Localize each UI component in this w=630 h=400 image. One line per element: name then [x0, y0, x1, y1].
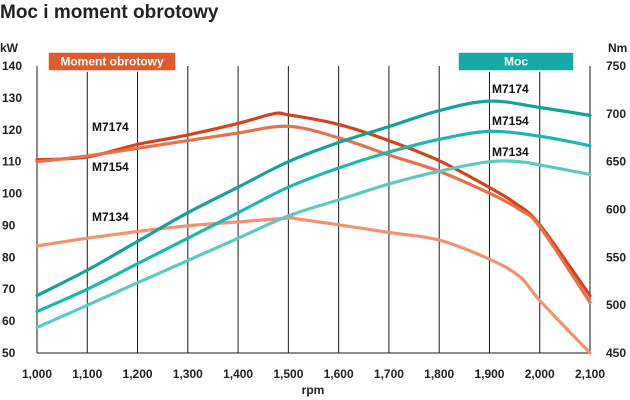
- right-tick-label-3: 600: [606, 203, 626, 217]
- x-tick-label-7: 1,700: [374, 367, 404, 381]
- left-axis-ticks: 50 60 70 80 90 100 110 120 130 140: [2, 59, 22, 360]
- torque-label-m7174: M7174: [92, 120, 129, 134]
- left-tick-label-0: 50: [2, 346, 16, 360]
- legend-torque-swatch: [47, 51, 177, 72]
- x-tick-label-1: 1,100: [72, 367, 102, 381]
- left-tick-label-2: 70: [2, 282, 16, 296]
- chart-title: Moc i moment obrotowy: [0, 2, 219, 23]
- power-label-m7134: M7134: [492, 145, 529, 159]
- x-axis-ticks: 1,000 1,100 1,200 1,300 1,400 1,500 1,600 1,700…: [22, 367, 605, 381]
- torque-label-m7134: M7134: [92, 210, 129, 224]
- legend-power-label: Moc: [504, 55, 528, 69]
- series-lines: [35, 99, 592, 355]
- left-tick-label-5: 100: [2, 187, 22, 201]
- right-tick-label-2: 550: [606, 250, 626, 264]
- right-axis-unit: Nm: [608, 41, 627, 55]
- power-label-m7174: M7174: [492, 82, 529, 96]
- left-tick-label-9: 140: [2, 59, 22, 73]
- x-tick-label-5: 1,500: [273, 367, 303, 381]
- left-axis-unit: kW: [0, 41, 19, 55]
- torque-line-m7174: [35, 111, 592, 298]
- x-tick-label-0: 1,000: [22, 367, 52, 381]
- torque-label-m7154: M7154: [92, 160, 129, 174]
- x-tick-label-6: 1,600: [324, 367, 354, 381]
- left-tick-label-4: 90: [2, 218, 16, 232]
- x-tick-label-4: 1,400: [223, 367, 253, 381]
- left-tick-label-6: 110: [2, 155, 22, 169]
- torque-line-m7154: [35, 124, 592, 304]
- x-tick-label-11: 2,100: [575, 367, 605, 381]
- x-tick-label-10: 2,000: [525, 367, 555, 381]
- left-tick-label-7: 120: [2, 123, 22, 137]
- x-tick-label-2: 1,200: [123, 367, 153, 381]
- right-tick-label-5: 700: [606, 107, 626, 121]
- power-label-m7154: M7154: [492, 114, 529, 128]
- right-axis-ticks: 450 500 550 600 650 700 750: [606, 59, 626, 360]
- legend-torque-label: Moment obrotowy: [60, 55, 164, 69]
- power-line-m7134: [35, 159, 592, 330]
- left-tick-label-3: 80: [2, 250, 16, 264]
- x-axis-label: rpm: [302, 383, 325, 397]
- right-tick-label-1: 500: [606, 298, 626, 312]
- right-tick-label-6: 750: [606, 59, 626, 73]
- legend-power: Moc: [457, 51, 575, 72]
- left-tick-label-1: 60: [2, 314, 16, 328]
- legend-power-swatch: [457, 51, 575, 72]
- left-tick-label-8: 130: [2, 91, 22, 105]
- power-line-m7174: [35, 99, 592, 298]
- legend-torque: Moment obrotowy: [47, 51, 177, 72]
- torque-line-m7134: [35, 216, 592, 355]
- x-tick-label-8: 1,800: [424, 367, 454, 381]
- x-tick-label-9: 1,900: [474, 367, 504, 381]
- power-line-m7154: [35, 129, 592, 314]
- right-tick-label-0: 450: [606, 346, 626, 360]
- series-labels: M7174 M7154 M7134 M7174 M7154 M7134: [92, 82, 529, 224]
- x-tick-label-3: 1,300: [173, 367, 203, 381]
- right-tick-label-4: 650: [606, 155, 626, 169]
